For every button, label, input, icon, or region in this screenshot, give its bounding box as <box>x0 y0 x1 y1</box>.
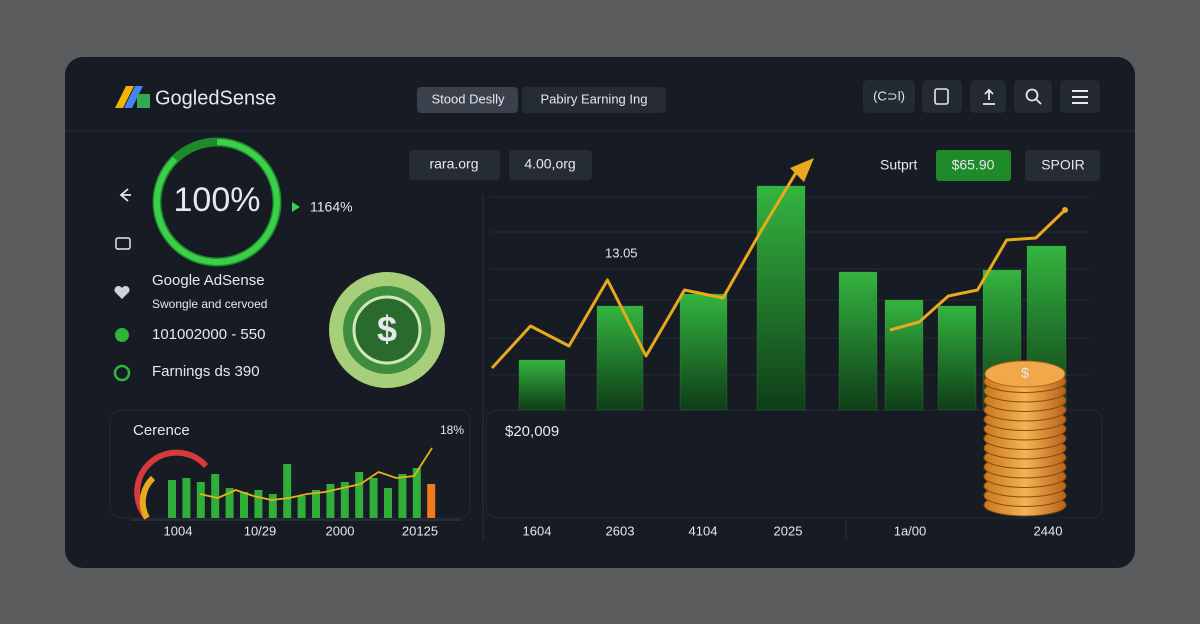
tab-label[interactable]: Pabiry Earning Ing <box>541 91 648 106</box>
x-tick-label: 20125 <box>402 523 438 538</box>
total: $20,009 <box>505 423 559 440</box>
line-end <box>1062 207 1068 213</box>
icon <box>114 285 130 299</box>
mini-bar <box>254 490 263 518</box>
icon-button[interactable] <box>1014 80 1052 113</box>
coin-symbol: $ <box>1021 365 1029 381</box>
mini-bar <box>312 490 320 518</box>
tab[interactable] <box>522 87 666 113</box>
back-icon[interactable] <box>119 188 131 202</box>
mini-percent: 18% <box>440 423 464 437</box>
bar <box>756 185 806 411</box>
icon <box>983 88 995 105</box>
mini-bar <box>326 484 335 518</box>
x-tick-label: 2603 <box>606 523 635 538</box>
arrow-head <box>790 158 814 182</box>
mini-bar <box>427 484 436 518</box>
mini-bar <box>240 492 248 518</box>
x-tick-label: 2440 <box>1034 523 1063 538</box>
item: Swongle and cervoed <box>152 297 267 311</box>
icon <box>115 328 129 342</box>
bar <box>884 299 924 411</box>
x-tick-label: 10/29 <box>244 523 277 538</box>
x-tick-label: 1a/00 <box>894 523 927 538</box>
button-label[interactable]: SPOIR <box>1041 157 1085 173</box>
mini-bar <box>283 464 292 518</box>
tab-label[interactable]: Stood Deslly <box>432 91 505 106</box>
support-label: Sutprt <box>880 157 917 173</box>
tab[interactable] <box>417 87 518 113</box>
coin-top <box>984 360 1066 388</box>
dollar-coin: $ <box>329 272 445 388</box>
bar <box>596 305 644 411</box>
icon <box>115 237 131 250</box>
x-tick-label: 2025 <box>774 523 803 538</box>
icon-label[interactable]: (C⊃l) <box>873 88 905 103</box>
filter-label[interactable]: 4.00,org <box>524 156 575 172</box>
svg-text:$: $ <box>377 309 397 350</box>
mini-bar <box>268 494 277 518</box>
mini-bar <box>196 482 205 518</box>
filter-label[interactable]: rara.org <box>429 156 478 172</box>
logo <box>115 86 150 108</box>
amount-button[interactable] <box>936 150 1011 181</box>
icon-button[interactable] <box>922 80 962 113</box>
mini-bar <box>384 488 392 518</box>
mini-title: Cerence <box>133 422 190 439</box>
icon-button[interactable] <box>863 80 915 113</box>
item: Farnings ds 390 <box>152 363 260 380</box>
icon-button[interactable] <box>970 80 1006 113</box>
item: Google AdSense <box>152 272 265 289</box>
mini-gauge <box>134 449 209 520</box>
bar <box>518 359 566 411</box>
trend-line <box>889 208 1067 332</box>
x-tick-label: 4104 <box>689 523 718 538</box>
filter-chip[interactable] <box>509 150 592 180</box>
icon <box>1025 88 1039 102</box>
gauge-text: 100% <box>174 181 261 219</box>
mini-bar <box>297 496 306 518</box>
mini-bar <box>168 480 176 518</box>
mini-bar <box>211 474 220 518</box>
mini-bar <box>412 468 421 518</box>
filter-chip[interactable] <box>409 150 500 180</box>
logo-text: GogledSense <box>155 87 276 109</box>
bar <box>679 293 728 411</box>
gauge-arc <box>153 139 280 265</box>
icon <box>1072 90 1088 104</box>
item: 101002000 - 550 <box>152 326 265 343</box>
icon <box>1035 98 1042 105</box>
arrow-icon <box>292 202 300 212</box>
bar <box>937 305 977 411</box>
mini-bar <box>182 478 191 518</box>
x-tick-label: 1604 <box>523 523 552 538</box>
amount[interactable]: $65.90 <box>952 157 995 173</box>
mini-bar <box>398 474 407 518</box>
mini-line <box>199 447 433 501</box>
x-tick-label: 2000 <box>326 523 355 538</box>
annotation: 13.05 <box>605 245 638 260</box>
bar <box>838 271 878 411</box>
mini-bar <box>355 472 364 518</box>
mini-gauge <box>139 475 156 520</box>
mini-bar <box>225 488 234 518</box>
icon <box>934 88 949 105</box>
change: 1164% <box>310 199 353 215</box>
x-tick-label: 1004 <box>164 523 193 538</box>
mini-bar <box>340 482 349 518</box>
trend-line <box>490 165 802 370</box>
mini-bar <box>369 478 378 518</box>
button[interactable] <box>1025 150 1100 181</box>
icon <box>113 364 131 382</box>
